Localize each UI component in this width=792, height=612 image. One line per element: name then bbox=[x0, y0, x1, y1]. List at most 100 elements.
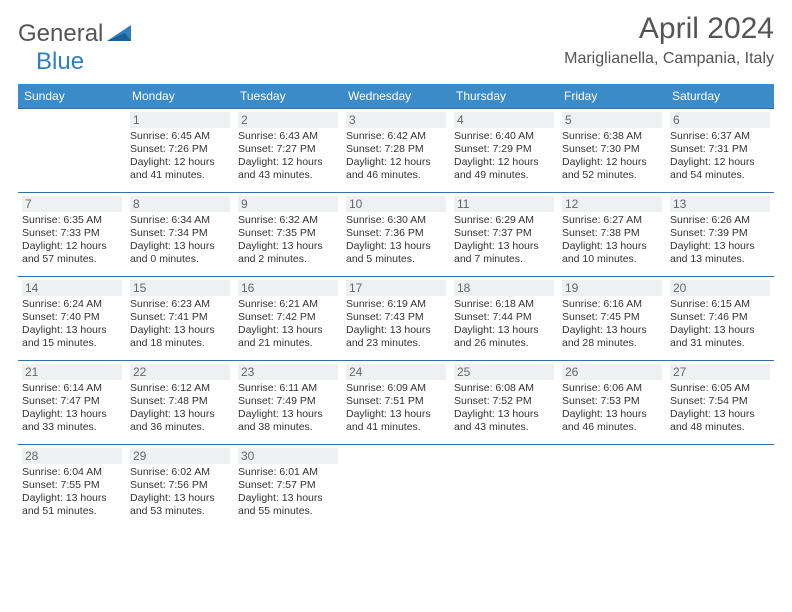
brand-name-1: General bbox=[18, 20, 103, 48]
day-info: Sunrise: 6:42 AMSunset: 7:28 PMDaylight:… bbox=[346, 130, 446, 183]
calendar-day-cell: 14 Sunrise: 6:24 AMSunset: 7:40 PMDayligh… bbox=[18, 277, 126, 361]
day-info: Sunrise: 6:12 AMSunset: 7:48 PMDaylight:… bbox=[130, 382, 230, 435]
day-info: Sunrise: 6:18 AMSunset: 7:44 PMDaylight:… bbox=[454, 298, 554, 351]
calendar-day-cell: 18 Sunrise: 6:18 AMSunset: 7:44 PMDayligh… bbox=[450, 277, 558, 361]
day-number: 28 bbox=[22, 448, 122, 464]
calendar-day-cell: 30 Sunrise: 6:01 AMSunset: 7:57 PMDayligh… bbox=[234, 445, 342, 529]
day-number: 8 bbox=[130, 196, 230, 212]
calendar-day-cell: 1Sunrise: 6:45 AMSunset: 7:26 PMDaylight… bbox=[126, 109, 234, 193]
day-number: 9 bbox=[238, 196, 338, 212]
day-number: 12 bbox=[562, 196, 662, 212]
day-number: 23 bbox=[238, 364, 338, 380]
calendar-body: 1Sunrise: 6:45 AMSunset: 7:26 PMDaylight… bbox=[18, 109, 774, 529]
day-info: Sunrise: 6:08 AMSunset: 7:52 PMDaylight:… bbox=[454, 382, 554, 435]
day-info: Sunrise: 6:29 AMSunset: 7:37 PMDaylight:… bbox=[454, 214, 554, 267]
calendar-day-cell: 27 Sunrise: 6:05 AMSunset: 7:54 PMDayligh… bbox=[666, 361, 774, 445]
calendar-day-cell: 11 Sunrise: 6:29 AMSunset: 7:37 PMDayligh… bbox=[450, 193, 558, 277]
day-number: 6 bbox=[670, 112, 770, 128]
calendar-day-cell: 9 Sunrise: 6:32 AMSunset: 7:35 PMDaylight… bbox=[234, 193, 342, 277]
calendar-day-cell: 2Sunrise: 6:43 AMSunset: 7:27 PMDaylight… bbox=[234, 109, 342, 193]
day-info: Sunrise: 6:34 AMSunset: 7:34 PMDaylight:… bbox=[130, 214, 230, 267]
weekday-header: Friday bbox=[558, 84, 666, 109]
day-number: 1 bbox=[130, 112, 230, 128]
calendar-day-cell: 8 Sunrise: 6:34 AMSunset: 7:34 PMDaylight… bbox=[126, 193, 234, 277]
day-number: 19 bbox=[562, 280, 662, 296]
day-number: 3 bbox=[346, 112, 446, 128]
calendar-day-cell bbox=[558, 445, 666, 529]
calendar-week-row: 21Sunrise: 6:14 AMSunset: 7:47 PMDayligh… bbox=[18, 361, 774, 445]
calendar-day-cell: 17 Sunrise: 6:19 AMSunset: 7:43 PMDayligh… bbox=[342, 277, 450, 361]
calendar-day-cell: 15Sunrise: 6:23 AMSunset: 7:41 PMDayligh… bbox=[126, 277, 234, 361]
day-info: Sunrise: 6:16 AMSunset: 7:45 PMDaylight:… bbox=[562, 298, 662, 351]
title-block: April 2024 Mariglianella, Campania, Ital… bbox=[564, 12, 774, 68]
day-number: 13 bbox=[670, 196, 770, 212]
calendar-week-row: 28 Sunrise: 6:04 AMSunset: 7:55 PMDayligh… bbox=[18, 445, 774, 529]
day-info: Sunrise: 6:19 AMSunset: 7:43 PMDaylight:… bbox=[346, 298, 446, 351]
calendar-day-cell: 7Sunrise: 6:35 AMSunset: 7:33 PMDaylight… bbox=[18, 193, 126, 277]
brand-name-2: Blue bbox=[36, 48, 84, 75]
day-number: 4 bbox=[454, 112, 554, 128]
day-number: 11 bbox=[454, 196, 554, 212]
day-number: 18 bbox=[454, 280, 554, 296]
calendar-day-cell: 21Sunrise: 6:14 AMSunset: 7:47 PMDayligh… bbox=[18, 361, 126, 445]
day-info: Sunrise: 6:24 AMSunset: 7:40 PMDaylight:… bbox=[22, 298, 122, 351]
calendar-week-row: 1Sunrise: 6:45 AMSunset: 7:26 PMDaylight… bbox=[18, 109, 774, 193]
calendar-day-cell: 4 Sunrise: 6:40 AMSunset: 7:29 PMDaylight… bbox=[450, 109, 558, 193]
weekday-header: Saturday bbox=[666, 84, 774, 109]
day-info: Sunrise: 6:37 AMSunset: 7:31 PMDaylight:… bbox=[670, 130, 770, 183]
weekday-header: Monday bbox=[126, 84, 234, 109]
calendar-day-cell bbox=[666, 445, 774, 529]
day-info: Sunrise: 6:14 AMSunset: 7:47 PMDaylight:… bbox=[22, 382, 122, 435]
calendar-day-cell: 24 Sunrise: 6:09 AMSunset: 7:51 PMDayligh… bbox=[342, 361, 450, 445]
calendar-day-cell bbox=[18, 109, 126, 193]
weekday-header: Wednesday bbox=[342, 84, 450, 109]
day-info: Sunrise: 6:06 AMSunset: 7:53 PMDaylight:… bbox=[562, 382, 662, 435]
location: Mariglianella, Campania, Italy bbox=[564, 50, 774, 68]
calendar-day-cell bbox=[450, 445, 558, 529]
day-number: 10 bbox=[346, 196, 446, 212]
day-info: Sunrise: 6:26 AMSunset: 7:39 PMDaylight:… bbox=[670, 214, 770, 267]
day-info: Sunrise: 6:32 AMSunset: 7:35 PMDaylight:… bbox=[238, 214, 338, 267]
day-number: 30 bbox=[238, 448, 338, 464]
calendar-day-cell: 12Sunrise: 6:27 AMSunset: 7:38 PMDayligh… bbox=[558, 193, 666, 277]
calendar-day-cell: 23 Sunrise: 6:11 AMSunset: 7:49 PMDayligh… bbox=[234, 361, 342, 445]
day-info: Sunrise: 6:35 AMSunset: 7:33 PMDaylight:… bbox=[22, 214, 122, 267]
calendar-day-cell: 16Sunrise: 6:21 AMSunset: 7:42 PMDayligh… bbox=[234, 277, 342, 361]
weekday-header: Sunday bbox=[18, 84, 126, 109]
day-info: Sunrise: 6:05 AMSunset: 7:54 PMDaylight:… bbox=[670, 382, 770, 435]
calendar-header-row: SundayMondayTuesdayWednesdayThursdayFrid… bbox=[18, 84, 774, 109]
day-number: 16 bbox=[238, 280, 338, 296]
day-number: 5 bbox=[562, 112, 662, 128]
day-info: Sunrise: 6:11 AMSunset: 7:49 PMDaylight:… bbox=[238, 382, 338, 435]
calendar-week-row: 7Sunrise: 6:35 AMSunset: 7:33 PMDaylight… bbox=[18, 193, 774, 277]
day-info: Sunrise: 6:01 AMSunset: 7:57 PMDaylight:… bbox=[238, 466, 338, 519]
calendar-day-cell: 5Sunrise: 6:38 AMSunset: 7:30 PMDaylight… bbox=[558, 109, 666, 193]
calendar-day-cell: 26 Sunrise: 6:06 AMSunset: 7:53 PMDayligh… bbox=[558, 361, 666, 445]
day-number: 24 bbox=[346, 364, 446, 380]
brand-logo: General bbox=[18, 20, 137, 48]
calendar-day-cell: 25Sunrise: 6:08 AMSunset: 7:52 PMDayligh… bbox=[450, 361, 558, 445]
day-info: Sunrise: 6:40 AMSunset: 7:29 PMDaylight:… bbox=[454, 130, 554, 183]
day-number: 27 bbox=[670, 364, 770, 380]
calendar-week-row: 14 Sunrise: 6:24 AMSunset: 7:40 PMDayligh… bbox=[18, 277, 774, 361]
calendar-day-cell: 19 Sunrise: 6:16 AMSunset: 7:45 PMDayligh… bbox=[558, 277, 666, 361]
calendar-day-cell bbox=[342, 445, 450, 529]
day-number: 14 bbox=[22, 280, 122, 296]
day-number: 26 bbox=[562, 364, 662, 380]
calendar-table: SundayMondayTuesdayWednesdayThursdayFrid… bbox=[18, 84, 774, 529]
day-info: Sunrise: 6:30 AMSunset: 7:36 PMDaylight:… bbox=[346, 214, 446, 267]
calendar-day-cell: 13 Sunrise: 6:26 AMSunset: 7:39 PMDayligh… bbox=[666, 193, 774, 277]
weekday-header: Thursday bbox=[450, 84, 558, 109]
day-info: Sunrise: 6:43 AMSunset: 7:27 PMDaylight:… bbox=[238, 130, 338, 183]
day-info: Sunrise: 6:04 AMSunset: 7:55 PMDaylight:… bbox=[22, 466, 122, 519]
calendar-day-cell: 29Sunrise: 6:02 AMSunset: 7:56 PMDayligh… bbox=[126, 445, 234, 529]
day-number: 20 bbox=[670, 280, 770, 296]
day-info: Sunrise: 6:09 AMSunset: 7:51 PMDaylight:… bbox=[346, 382, 446, 435]
calendar-day-cell: 20 Sunrise: 6:15 AMSunset: 7:46 PMDayligh… bbox=[666, 277, 774, 361]
day-number: 17 bbox=[346, 280, 446, 296]
day-info: Sunrise: 6:15 AMSunset: 7:46 PMDaylight:… bbox=[670, 298, 770, 351]
triangle-icon bbox=[107, 23, 133, 46]
month-title: April 2024 bbox=[564, 12, 774, 46]
calendar-day-cell: 3 Sunrise: 6:42 AMSunset: 7:28 PMDaylight… bbox=[342, 109, 450, 193]
day-number: 15 bbox=[130, 280, 230, 296]
